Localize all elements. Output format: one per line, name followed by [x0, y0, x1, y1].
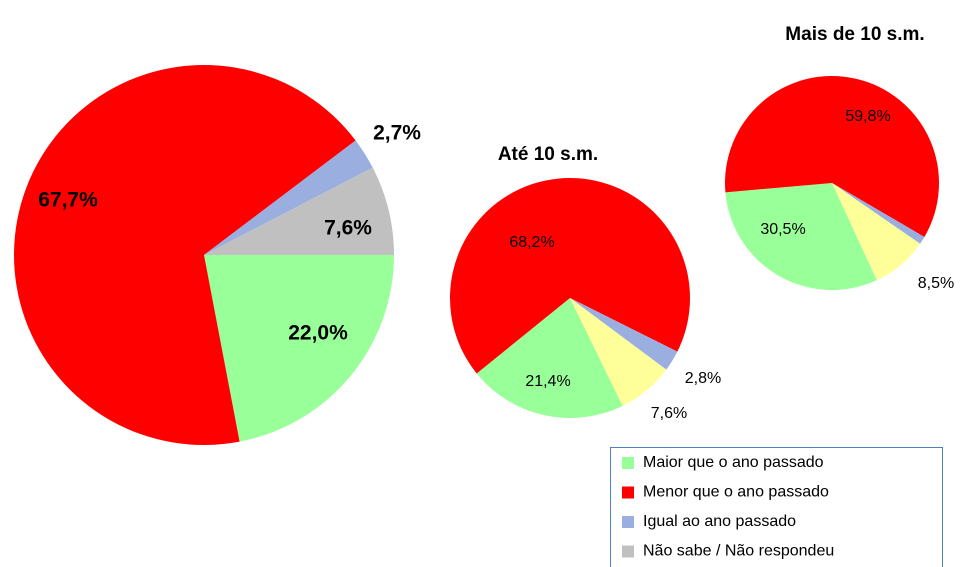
data-label: 2,7% [373, 122, 421, 145]
legend-label: Não sabe / Não respondeu [643, 543, 834, 560]
pie-slice [570, 298, 678, 370]
pie-slice [725, 76, 940, 237]
data-label: 67,7% [38, 189, 98, 212]
pie-slice [204, 140, 373, 255]
pie-slice [832, 183, 921, 281]
pie-slice [476, 298, 623, 419]
data-label: 8,5% [918, 275, 954, 292]
pie-slice [204, 167, 394, 255]
pie-slice [725, 183, 877, 290]
legend-swatch [622, 545, 634, 558]
pie-slice [450, 178, 690, 374]
data-label: 30,5% [760, 221, 805, 238]
data-label: 7,6% [324, 217, 372, 240]
pie-title: Mais de 10 s.m. [785, 24, 924, 45]
legend-swatch [622, 457, 634, 469]
legend-label: Igual ao ano passado [643, 513, 796, 530]
pie-slice [570, 298, 667, 406]
data-label: 59,8% [845, 108, 890, 125]
legend-label: Menor que o ano passado [643, 484, 829, 501]
legend-label: Maior que o ano passado [643, 454, 824, 471]
pie-title: Até 10 s.m. [498, 144, 598, 165]
legend-swatch [622, 486, 634, 499]
data-label: 21,4% [525, 373, 570, 390]
legend-swatch [622, 516, 634, 528]
data-label: 7,6% [651, 405, 687, 422]
pie-slice [13, 65, 356, 445]
pie-slice [832, 183, 925, 244]
data-label: 2,8% [685, 370, 721, 387]
data-label: 22,0% [288, 322, 348, 345]
data-label: 68,2% [509, 234, 554, 251]
pie-slice [204, 255, 394, 442]
legend-box [610, 447, 943, 567]
